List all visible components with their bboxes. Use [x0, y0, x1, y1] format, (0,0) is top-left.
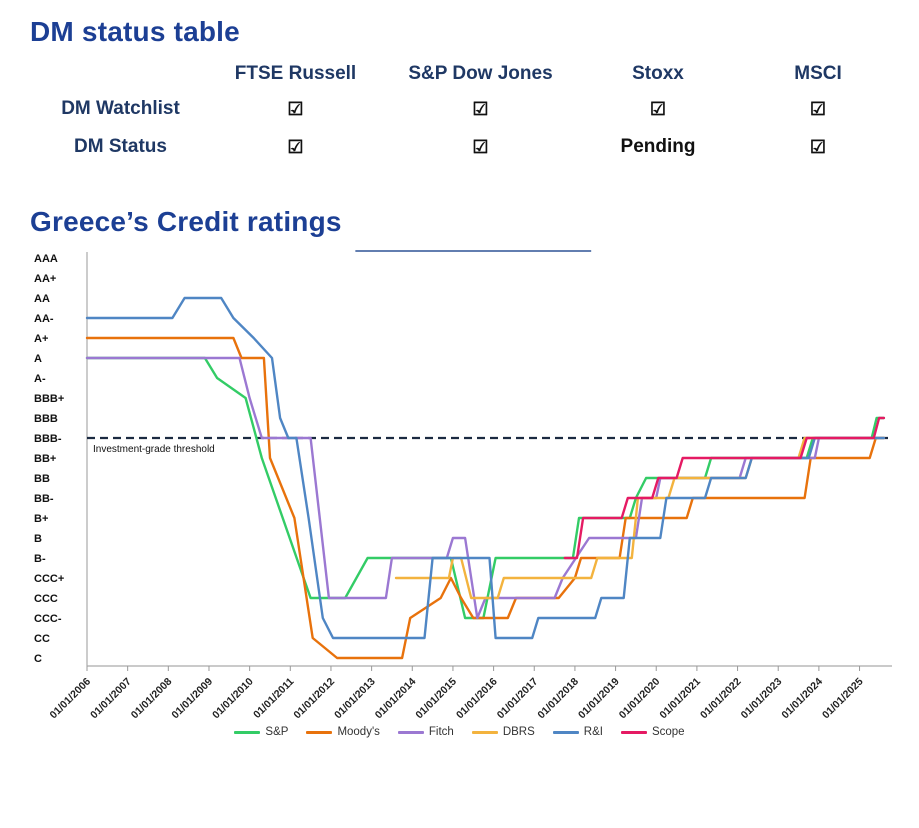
legend-item-Scope: Scope	[620, 726, 685, 738]
series-Scope	[563, 416, 886, 560]
x-axis-label: 01/01/2011	[251, 676, 296, 721]
legend-swatch-R&I	[552, 730, 579, 734]
y-axis-label: A+	[34, 333, 48, 345]
checkbox-dm-status-ftse: ☑	[287, 137, 304, 157]
x-axis-label: 01/01/2020	[617, 676, 663, 722]
y-axis-label: BBB+	[34, 393, 64, 405]
y-axis-label: BBB	[34, 413, 58, 425]
x-axis-label: 01/01/2012	[291, 676, 337, 722]
x-axis-label: 01/01/2008	[129, 676, 175, 722]
checkbox-dm-watchlist-spdj: ☑	[472, 99, 489, 119]
investment-grade-threshold-label: Investment-grade threshold	[93, 444, 215, 455]
x-axis-label: 01/01/2016	[454, 676, 500, 722]
legend-item-Fitch: Fitch	[397, 726, 454, 738]
y-axis-label: CCC-	[34, 613, 62, 625]
legend-swatch-S&P	[234, 730, 261, 734]
row-label-dm-status: DM Status	[74, 136, 167, 157]
legend-label-S&P: S&P	[265, 726, 289, 738]
y-axis-label: C	[34, 653, 42, 665]
y-axis-label: AA+	[34, 273, 56, 285]
legend-item-S&P: S&P	[234, 726, 288, 738]
legend-label-Fitch: Fitch	[428, 726, 454, 738]
y-axis-label: AA-	[34, 313, 54, 325]
y-axis-label: B+	[34, 513, 48, 525]
x-axis-label: 01/01/2006	[47, 676, 93, 722]
ratings-line-chart: AAAAA+AAAA-A+AA-BBB+BBBBBB-BB+BBBB-B+BB-…	[34, 250, 892, 722]
x-axis-label: 01/01/2021	[657, 676, 703, 722]
legend-item-Moody's: Moody's	[306, 726, 380, 738]
series-Fitch	[85, 356, 886, 620]
x-axis-label: 01/01/2023	[739, 676, 785, 722]
y-axis-label: B-	[34, 553, 46, 565]
x-axis-label: 01/01/2013	[332, 676, 378, 722]
legend-swatch-Moody's	[306, 730, 333, 734]
y-axis-label: BB	[34, 473, 50, 485]
y-axis-label: AA	[34, 293, 50, 305]
x-axis-label: 01/01/2009	[169, 676, 215, 722]
y-axis-label: BBB-	[34, 433, 62, 445]
x-axis-label: 01/01/2010	[210, 676, 256, 722]
legend-label-Scope: Scope	[651, 726, 685, 738]
x-axis-label: 01/01/2014	[373, 676, 419, 722]
checkbox-dm-watchlist-msci: ☑	[809, 99, 827, 119]
y-axis-label: CCC	[34, 593, 58, 605]
x-axis-label: 01/01/2024	[779, 676, 825, 722]
dm-status-table: FTSE Russell S&P Dow Jones Stoxx MSCI DM…	[28, 58, 919, 166]
legend-item-R&I: R&I	[552, 726, 603, 738]
series-R&I	[85, 296, 886, 640]
status-table-title: DM status table	[30, 16, 240, 47]
y-axis-label: A	[34, 353, 42, 365]
x-axis-label: 01/01/2025	[820, 676, 866, 722]
credit-ratings-title: Greece’s Credit ratings	[30, 206, 342, 237]
y-axis-label: BB+	[34, 453, 56, 465]
legend-item-DBRS: DBRS	[471, 726, 535, 738]
legend-swatch-DBRS	[471, 730, 498, 734]
x-axis-label: 01/01/2019	[576, 676, 622, 722]
chart-legend: S&P Moody's Fitch DBRS R&I Scope	[0, 726, 919, 738]
status-pending-stoxx: Pending	[620, 136, 696, 157]
x-axis-label: 01/01/2018	[535, 676, 581, 722]
column-header-stoxx: Stoxx	[632, 63, 684, 84]
legend-swatch-Fitch	[397, 730, 424, 734]
y-axis-label: B	[34, 533, 42, 545]
y-axis-label: CC	[34, 633, 50, 645]
series-S&P	[85, 356, 886, 620]
legend-swatch-Scope	[620, 730, 647, 734]
x-axis-label: 01/01/2007	[88, 676, 134, 722]
y-axis-label: CCC+	[34, 573, 64, 585]
x-axis-label: 01/01/2017	[495, 676, 541, 722]
checkbox-dm-watchlist-stoxx: ☑	[649, 99, 667, 119]
y-axis-label: BB-	[34, 493, 54, 505]
checkbox-dm-status-msci: ☑	[809, 137, 827, 157]
column-header-msci: MSCI	[794, 63, 842, 84]
legend-label-Moody's: Moody's	[337, 726, 380, 738]
credit-ratings-chart: AAA AA+ AA AA- A+ A A- BBB+ BBB BBB- BB+ BB BB- B+ B B-…	[4, 246, 919, 724]
x-axis-label: 01/01/2022	[698, 676, 744, 722]
x-axis-label: 01/01/2015	[413, 676, 459, 722]
legend-label-R&I: R&I	[583, 726, 603, 738]
legend-label-DBRS: DBRS	[502, 726, 535, 738]
y-axis-label: A-	[34, 373, 46, 385]
checkbox-dm-status-spdj: ☑	[472, 137, 489, 157]
series-Moody's	[85, 336, 886, 660]
checkbox-dm-watchlist-ftse: ☑	[287, 99, 304, 119]
row-label-dm-watchlist: DM Watchlist	[61, 98, 180, 119]
column-header-sp-dow-jones: S&P Dow Jones	[408, 63, 553, 84]
y-axis-label: AAA	[34, 253, 58, 265]
column-header-ftse-russell: FTSE Russell	[234, 63, 357, 84]
